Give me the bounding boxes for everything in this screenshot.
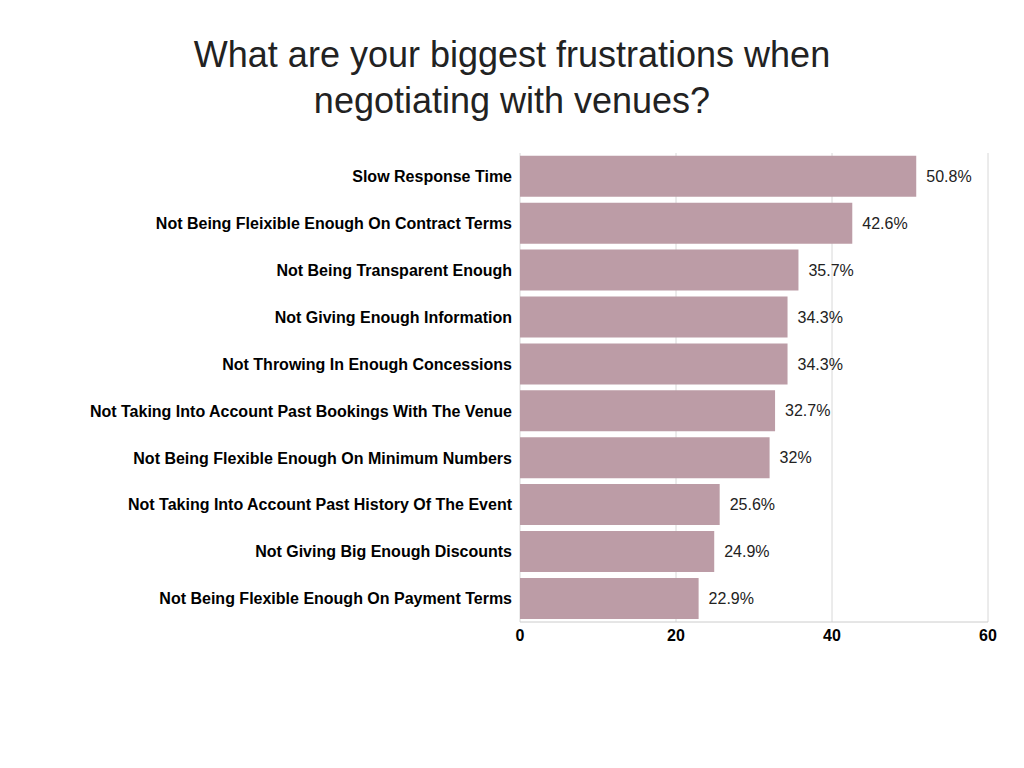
svg-text:25.6%: 25.6%	[730, 496, 775, 513]
svg-text:Not Being Flexible Enough On P: Not Being Flexible Enough On Payment Ter…	[159, 590, 512, 607]
svg-text:24.9%: 24.9%	[724, 543, 769, 560]
svg-text:35.7%: 35.7%	[808, 262, 853, 279]
svg-text:32%: 32%	[780, 449, 812, 466]
svg-text:60: 60	[979, 627, 997, 644]
svg-text:42.6%: 42.6%	[862, 215, 907, 232]
svg-text:32.7%: 32.7%	[785, 402, 830, 419]
svg-text:Not Taking Into Account Past B: Not Taking Into Account Past Bookings Wi…	[90, 403, 512, 420]
svg-text:Not Taking Into Account Past H: Not Taking Into Account Past History Of …	[128, 496, 513, 513]
svg-text:0: 0	[516, 627, 525, 644]
svg-text:50.8%: 50.8%	[926, 168, 971, 185]
svg-text:Not Giving Enough Information: Not Giving Enough Information	[275, 309, 512, 326]
svg-text:20: 20	[667, 627, 685, 644]
svg-text:Not Giving Big Enough Discount: Not Giving Big Enough Discounts	[255, 543, 512, 560]
svg-text:40: 40	[823, 627, 841, 644]
svg-text:34.3%: 34.3%	[798, 309, 843, 326]
svg-text:Not Being Fleixible Enough On: Not Being Fleixible Enough On Contract T…	[156, 215, 512, 232]
svg-text:Slow Response Time: Slow Response Time	[352, 168, 512, 185]
svg-text:34.3%: 34.3%	[798, 356, 843, 373]
svg-text:22.9%: 22.9%	[709, 590, 754, 607]
html-text:What are your biggest frustrat: What are your biggest frustrations when …	[193, 34, 831, 121]
svg-text:Not Being Transparent Enough: Not Being Transparent Enough	[276, 262, 512, 279]
svg-text:Not Throwing In Enough Concess: Not Throwing In Enough Concessions	[222, 356, 512, 373]
svg-text:Not Being Flexible Enough On M: Not Being Flexible Enough On Minimum Num…	[133, 450, 512, 467]
